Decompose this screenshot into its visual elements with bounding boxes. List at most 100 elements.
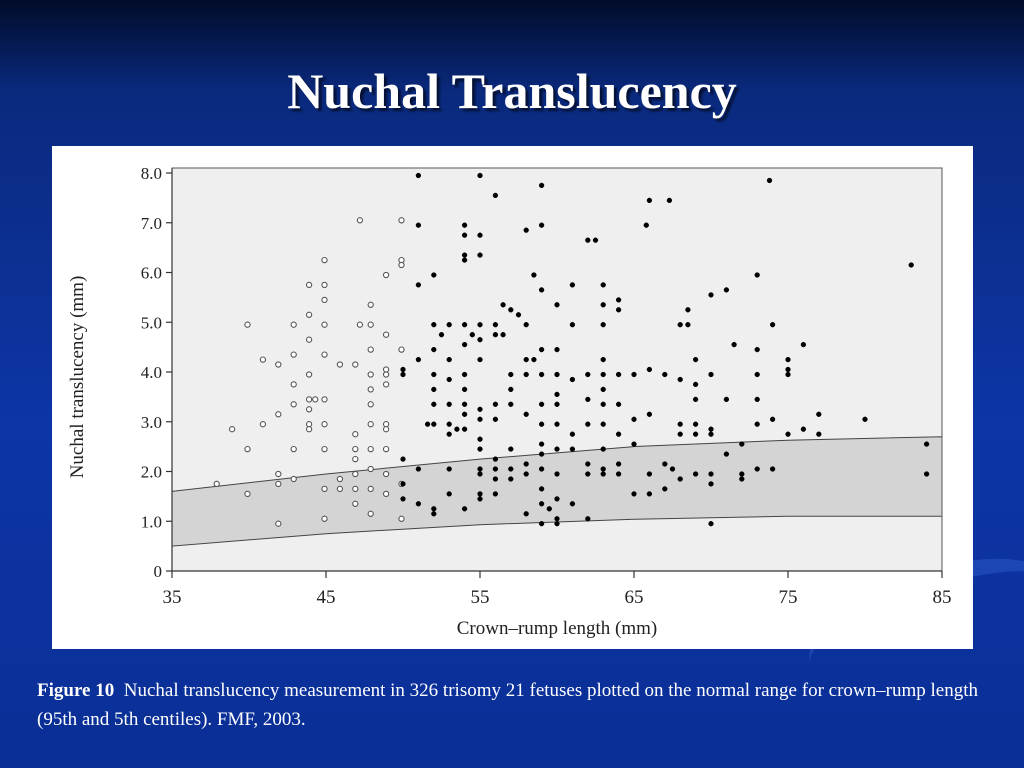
filled-point bbox=[646, 366, 653, 373]
filled-point bbox=[477, 416, 483, 422]
filled-point bbox=[477, 446, 483, 452]
filled-point bbox=[769, 466, 776, 472]
x-tick-label: 75 bbox=[779, 587, 798, 608]
x-tick-label: 55 bbox=[471, 587, 490, 608]
open-point bbox=[305, 426, 313, 433]
filled-point bbox=[692, 356, 699, 363]
filled-point bbox=[538, 401, 545, 407]
slide-title: Nuchal Translucency bbox=[287, 63, 737, 119]
open-point bbox=[290, 445, 297, 453]
filled-point bbox=[477, 471, 483, 477]
filled-point bbox=[692, 381, 699, 388]
filled-point bbox=[708, 521, 714, 527]
filled-point bbox=[785, 366, 791, 373]
open-point bbox=[321, 445, 328, 453]
filled-point bbox=[739, 441, 745, 447]
open-point bbox=[290, 401, 297, 408]
filled-point bbox=[585, 461, 591, 467]
open-point bbox=[382, 271, 390, 279]
figure-caption-text: Nuchal translucency measurement in 326 t… bbox=[37, 680, 978, 730]
filled-point bbox=[431, 386, 437, 393]
filled-point bbox=[461, 322, 468, 328]
filled-point bbox=[569, 501, 576, 507]
y-tick-label: 4.0 bbox=[141, 363, 162, 382]
filled-point bbox=[492, 416, 499, 422]
filled-point bbox=[523, 227, 529, 233]
filled-point bbox=[708, 371, 714, 378]
filled-point bbox=[492, 401, 499, 407]
filled-point bbox=[477, 252, 483, 258]
y-tick-label: 8.0 bbox=[141, 164, 162, 183]
filled-point bbox=[477, 466, 483, 472]
filled-point bbox=[554, 521, 560, 527]
y-tick-label: 2.0 bbox=[141, 463, 162, 482]
filled-point bbox=[554, 446, 560, 452]
open-point bbox=[336, 361, 344, 368]
open-point bbox=[321, 396, 328, 403]
filled-point bbox=[554, 302, 560, 308]
open-point bbox=[367, 421, 374, 428]
filled-point bbox=[785, 356, 791, 363]
open-point bbox=[228, 426, 236, 433]
open-point bbox=[356, 217, 364, 224]
filled-point bbox=[523, 471, 529, 477]
filled-point bbox=[646, 197, 653, 204]
open-point bbox=[305, 281, 313, 289]
filled-point bbox=[754, 272, 760, 278]
filled-point bbox=[554, 371, 560, 378]
filled-point bbox=[631, 441, 637, 447]
filled-point bbox=[615, 431, 622, 437]
filled-point bbox=[461, 411, 468, 417]
filled-point bbox=[816, 431, 822, 437]
filled-point bbox=[492, 322, 499, 328]
filled-point bbox=[538, 521, 545, 527]
filled-point bbox=[615, 371, 622, 378]
filled-point bbox=[554, 391, 560, 398]
open-point bbox=[398, 261, 405, 269]
y-tick-label: 3.0 bbox=[141, 413, 162, 432]
filled-point bbox=[538, 466, 545, 472]
y-tick-label: 1.0 bbox=[141, 512, 162, 531]
filled-point bbox=[585, 396, 591, 403]
filled-point bbox=[723, 287, 730, 293]
x-tick-label: 35 bbox=[163, 587, 182, 608]
filled-point bbox=[400, 456, 406, 462]
filled-point bbox=[477, 491, 483, 497]
y-tick-label: 5.0 bbox=[141, 313, 162, 332]
open-point bbox=[352, 500, 359, 507]
filled-point bbox=[785, 371, 791, 378]
filled-point bbox=[477, 322, 483, 328]
filled-point bbox=[438, 332, 445, 338]
open-point bbox=[290, 381, 297, 388]
filled-point bbox=[800, 426, 807, 432]
y-axis-label: Nuchal translucency (mm) bbox=[67, 276, 88, 479]
filled-point bbox=[908, 262, 914, 268]
filled-point bbox=[631, 371, 637, 378]
open-point bbox=[382, 426, 390, 433]
filled-point bbox=[600, 386, 606, 393]
filled-point bbox=[461, 426, 468, 432]
filled-point bbox=[446, 421, 452, 427]
open-point bbox=[259, 356, 267, 363]
filled-point bbox=[615, 297, 622, 303]
filled-point bbox=[523, 411, 529, 417]
filled-point bbox=[554, 421, 560, 427]
filled-point bbox=[600, 322, 606, 328]
open-point bbox=[367, 465, 374, 473]
open-point bbox=[367, 386, 374, 393]
filled-point bbox=[538, 421, 545, 427]
filled-point bbox=[677, 322, 683, 328]
open-point bbox=[321, 421, 328, 428]
filled-point bbox=[400, 366, 406, 373]
filled-point bbox=[415, 172, 422, 179]
filled-point bbox=[754, 421, 760, 427]
open-point bbox=[321, 296, 328, 304]
filled-point bbox=[492, 476, 499, 482]
filled-point bbox=[685, 322, 691, 328]
open-point bbox=[312, 396, 319, 403]
open-point bbox=[367, 321, 374, 328]
filled-point bbox=[523, 371, 529, 378]
filled-point bbox=[508, 401, 514, 407]
open-point bbox=[382, 445, 390, 453]
filled-point bbox=[569, 282, 576, 288]
